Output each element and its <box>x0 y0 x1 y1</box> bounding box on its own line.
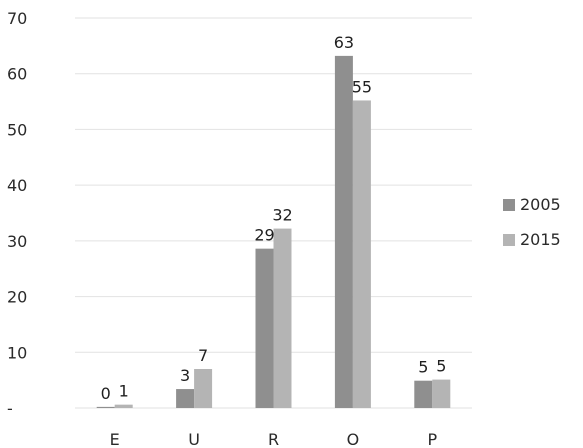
y-tick-label: 40 <box>7 176 27 195</box>
y-tick-label: - <box>7 399 13 418</box>
data-label: 3 <box>180 366 190 385</box>
bar-2015-E <box>114 404 133 408</box>
y-tick-label: 70 <box>7 9 27 28</box>
bar-2015-O <box>352 100 371 408</box>
y-axis-ticks: - 10 20 30 40 50 60 70 <box>7 9 27 418</box>
legend-swatch <box>503 234 515 246</box>
x-tick-label: U <box>188 430 200 448</box>
bar-2005-E <box>96 406 115 408</box>
data-label: 7 <box>198 346 208 365</box>
y-tick-label: 30 <box>7 232 27 251</box>
bar-2005-R <box>255 248 274 408</box>
y-tick-label: 10 <box>7 343 27 362</box>
bar-2015-U <box>194 369 213 408</box>
y-tick-label: 60 <box>7 65 27 84</box>
data-label: 55 <box>352 77 372 96</box>
data-label: 63 <box>334 33 354 52</box>
data-label: 0 <box>101 384 111 403</box>
x-tick-label: P <box>427 430 437 448</box>
x-tick-label: O <box>347 430 360 448</box>
y-tick-label: 20 <box>7 288 27 307</box>
bars <box>96 55 451 409</box>
legend: 2005 2015 <box>503 195 561 249</box>
bar-2005-U <box>176 389 195 408</box>
data-label: 5 <box>418 358 428 377</box>
data-label: 5 <box>436 357 446 376</box>
x-tick-label: R <box>268 430 279 448</box>
legend-label: 2005 <box>520 195 561 214</box>
bar-2015-P <box>432 379 451 408</box>
legend-swatch <box>503 199 515 211</box>
bar-2015-R <box>273 228 292 408</box>
bar-2005-P <box>414 380 433 408</box>
bar-2005-O <box>334 55 353 409</box>
data-label: 1 <box>119 382 129 401</box>
y-tick-label: 50 <box>7 120 27 139</box>
data-label: 29 <box>254 226 274 245</box>
data-label: 32 <box>272 206 292 225</box>
x-tick-label: E <box>110 430 120 448</box>
legend-label: 2015 <box>520 230 561 249</box>
